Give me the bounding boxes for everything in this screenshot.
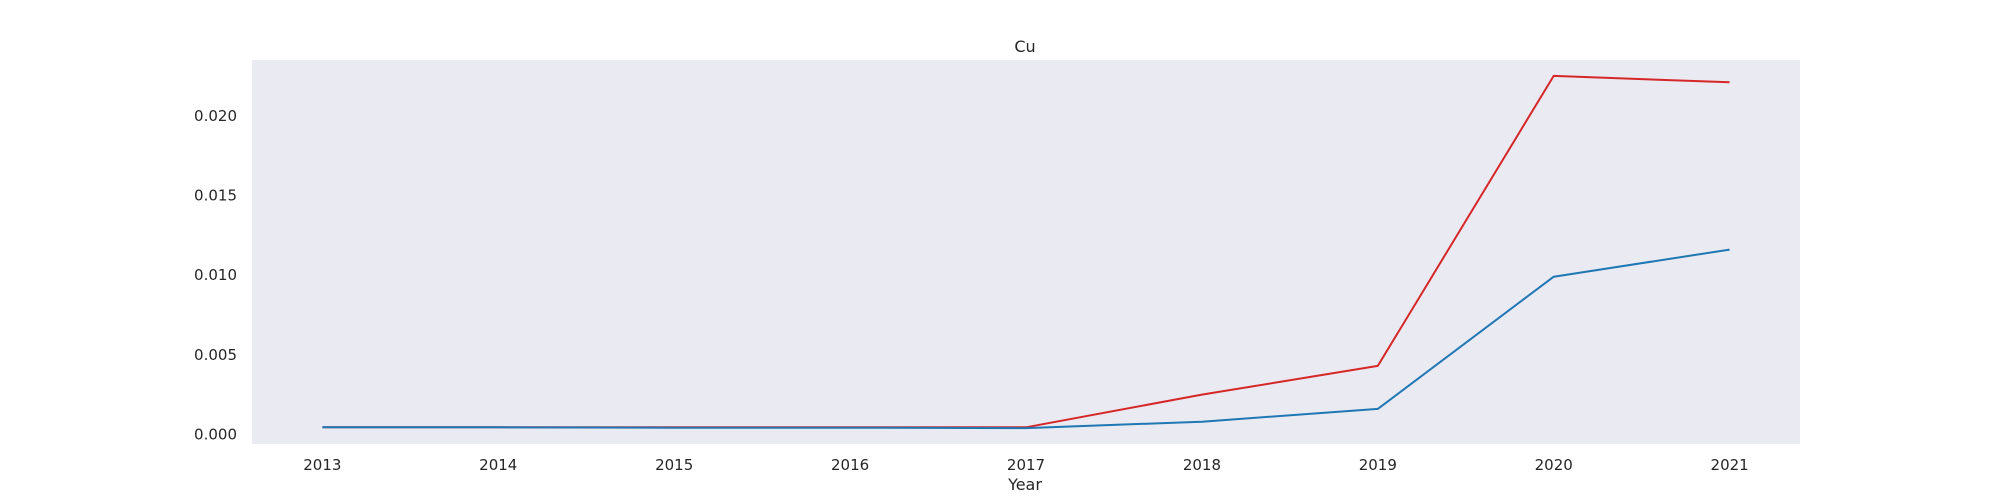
x-tick-label: 2015 xyxy=(655,456,693,474)
y-tick-label: 0.000 xyxy=(194,425,237,443)
series-lines xyxy=(322,74,1730,430)
x-tick-label: 2014 xyxy=(479,456,517,474)
chart-title: Cu xyxy=(1014,37,1035,56)
series-line-2 xyxy=(322,248,1730,430)
x-tick-label: 2017 xyxy=(1007,456,1045,474)
x-tick-label: 2021 xyxy=(1711,456,1749,474)
x-tick-label: 2020 xyxy=(1535,456,1573,474)
x-axis: 2013 2014 2015 2016 2017 2018 2019 2020 2021 xyxy=(303,456,1748,474)
y-tick-label: 0.005 xyxy=(194,346,237,364)
x-tick-label: 2018 xyxy=(1183,456,1221,474)
y-tick-label: 0.020 xyxy=(194,107,237,125)
y-tick-label: 0.015 xyxy=(194,186,237,204)
y-tick-label: 0.010 xyxy=(194,266,237,284)
x-tick-label: 2016 xyxy=(831,456,869,474)
plot-background xyxy=(252,60,1800,444)
x-tick-label: 2019 xyxy=(1359,456,1397,474)
x-tick-label: 2013 xyxy=(303,456,341,474)
x-axis-title: Year xyxy=(1007,475,1042,494)
y-axis: 0.000 0.005 0.010 0.015 0.020 xyxy=(194,107,237,444)
